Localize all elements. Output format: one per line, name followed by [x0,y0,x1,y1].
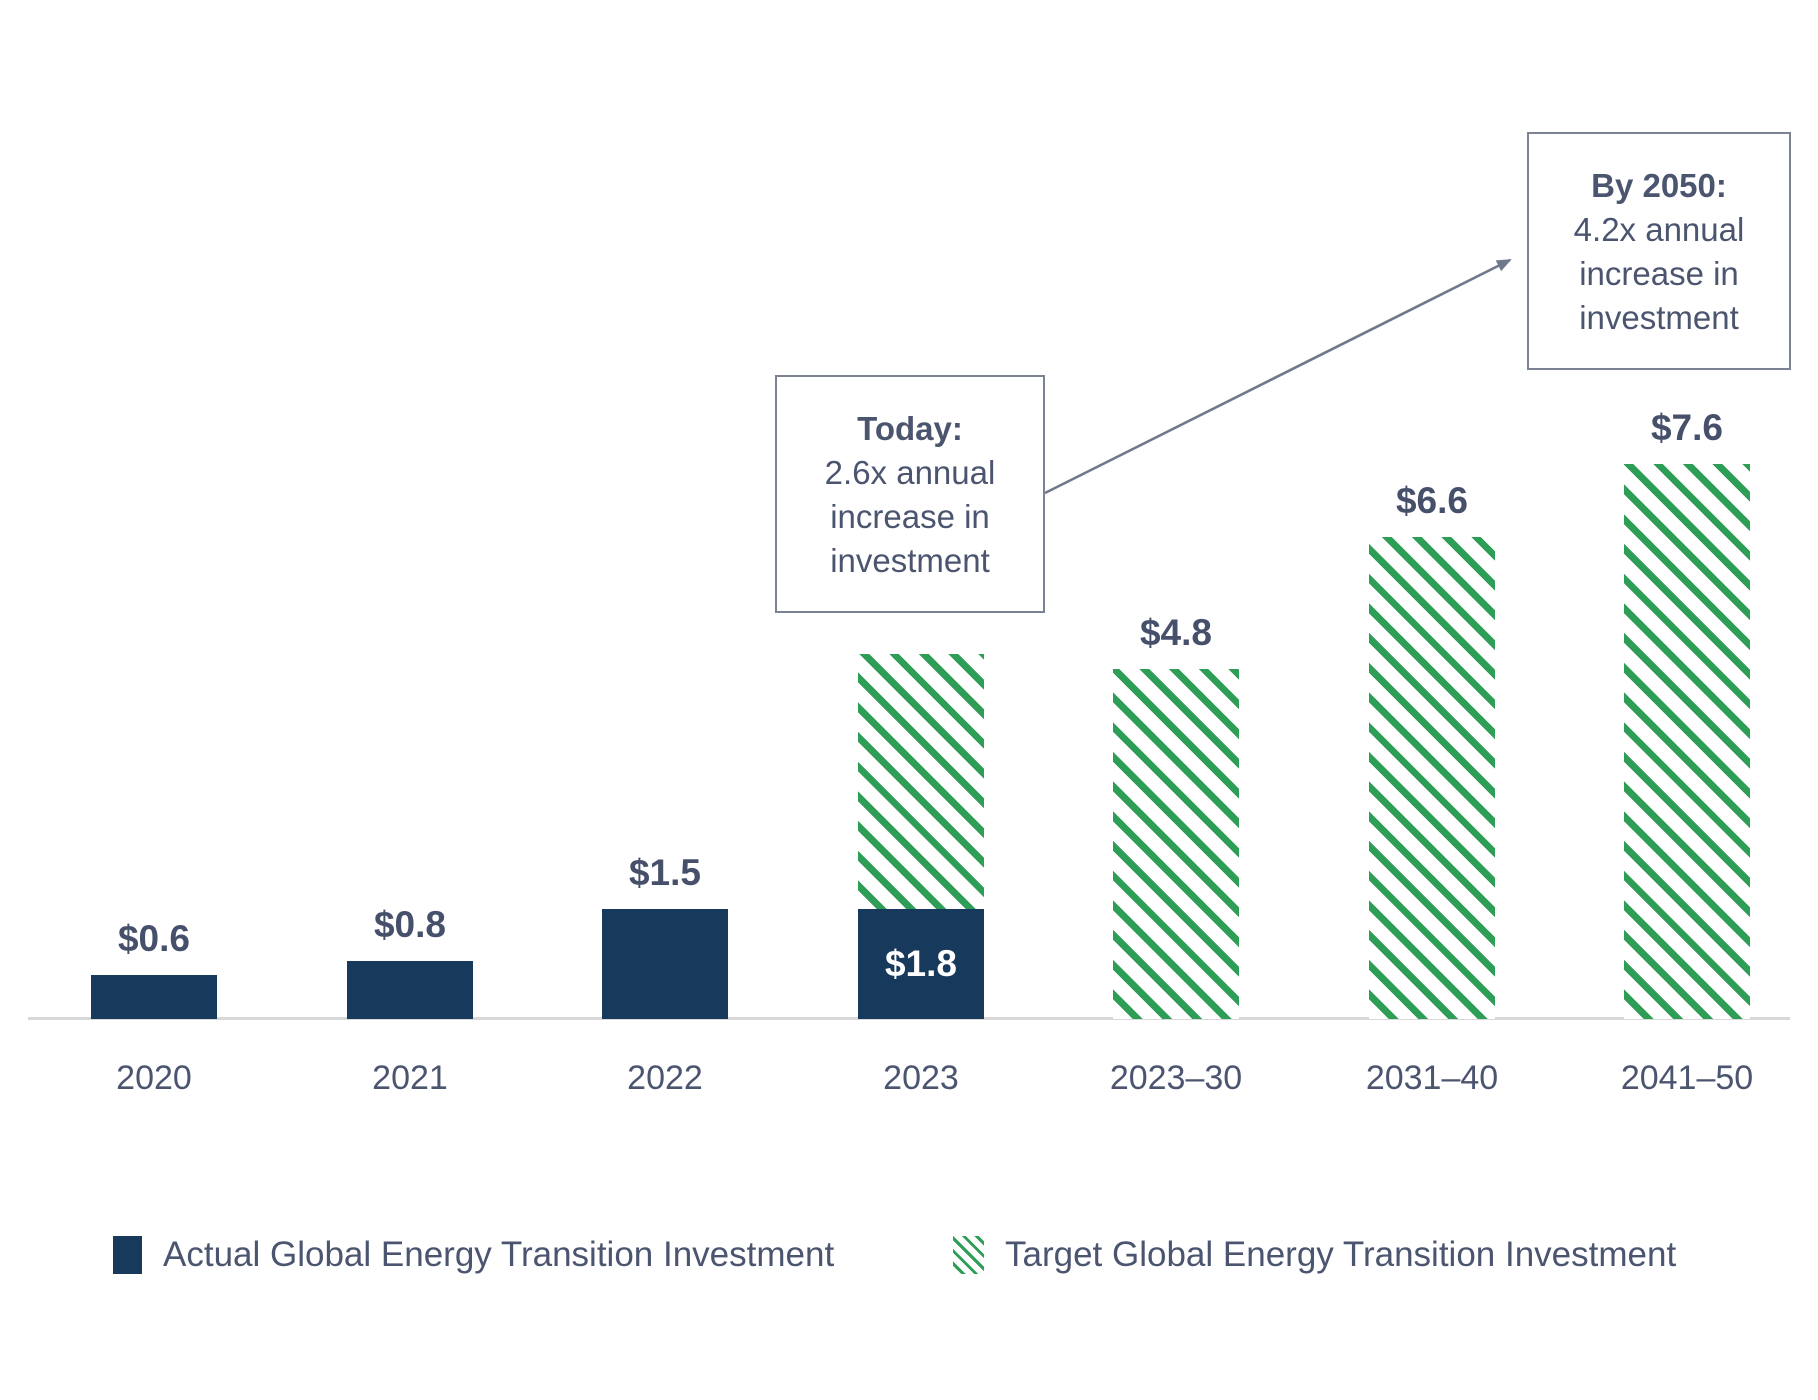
value-label-2023: $1.8 [884,943,957,984]
value-label-2023–30: $4.8 [1139,612,1212,653]
annotation-by2050-body: 4.2x annual increase in investment [1573,211,1745,336]
value-label-2031–40: $6.6 [1395,480,1468,521]
bar-target-2041–50 [1624,464,1750,1019]
x-tick-2031–40: 2031–40 [1365,1059,1499,1097]
value-label-2020: $0.6 [117,918,190,959]
annotation-today: Today: 2.6x annual increase in investmen… [775,375,1045,613]
x-tick-2041–50: 2041–50 [1620,1059,1754,1097]
annotation-by2050: By 2050: 4.2x annual increase in investm… [1527,132,1791,370]
x-tick-2023: 2023 [883,1059,959,1097]
legend-label-actual: Actual Global Energy Transition Investme… [163,1235,835,1274]
value-label-2041–50: $7.6 [1650,407,1723,448]
value-label-2022: $1.5 [628,852,701,893]
legend-item-target: Target Global Energy Transition Investme… [953,1232,1676,1278]
legend-swatch-actual-solid [113,1236,142,1274]
bar-target-2023 [858,654,984,910]
annotation-today-body: 2.6x annual increase in investment [824,454,996,579]
legend-item-actual: Actual Global Energy Transition Investme… [113,1232,834,1278]
bar-actual-2021 [347,961,473,1019]
legend-label-target: Target Global Energy Transition Investme… [1005,1235,1677,1274]
bar-actual-2022 [602,909,728,1019]
x-tick-2020: 2020 [116,1059,192,1097]
bar-target-2031–40 [1369,537,1495,1019]
value-label-2021: $0.8 [373,904,446,945]
bar-actual-2023 [858,909,984,1019]
legend-swatch-target-hatch [953,1236,984,1274]
x-tick-2023–30: 2023–30 [1109,1059,1243,1097]
x-tick-2021: 2021 [372,1059,448,1097]
x-tick-2022: 2022 [627,1059,703,1097]
annotation-today-title: Today: [857,410,963,447]
annotation-by2050-title: By 2050: [1591,167,1727,204]
bar-actual-2020 [91,975,217,1019]
bar-target-2023–30 [1113,669,1239,1019]
